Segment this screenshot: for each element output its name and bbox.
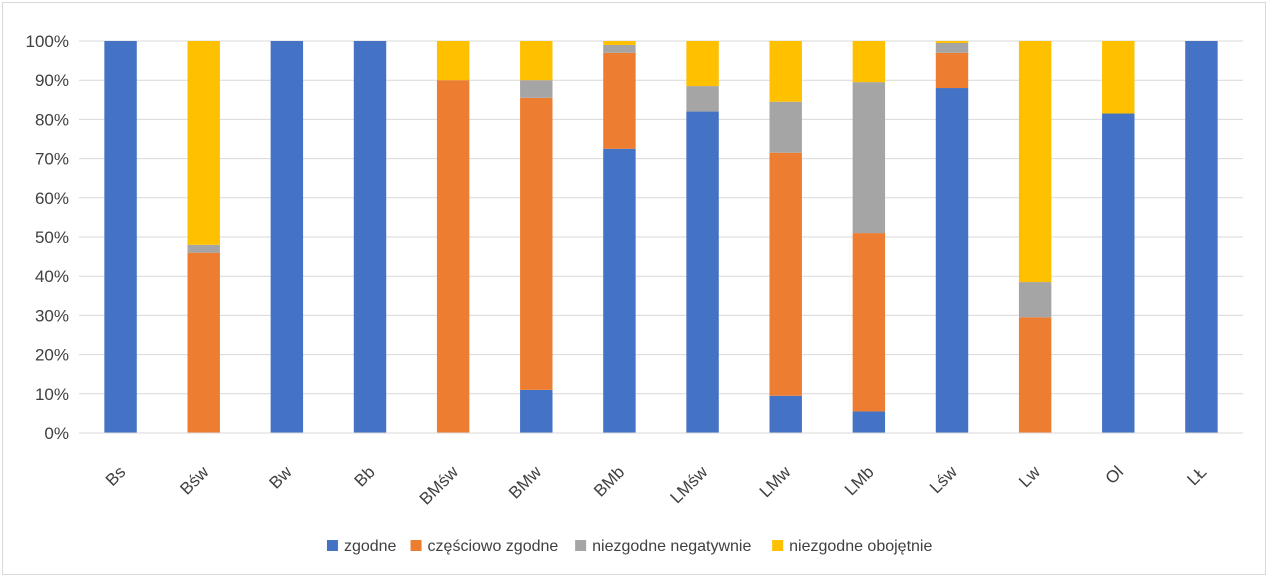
bar-segment-niezgodne-obojętnie-BMw: [520, 41, 553, 81]
stacked-bar-chart: 0% 10% 20% 30% 40% 50% 60% 70% 80% 90% 100% Bs Bśw Bw…: [26, 32, 1243, 555]
bar-segment-niezgodne-obojętnie-LMśw: [686, 41, 719, 87]
x-tick-label: BMśw: [416, 462, 463, 509]
bar-segment-częściowo-zgodne-BMśw: [436, 80, 470, 433]
bar-segment-niezgodne-obojętnie-LMb: [852, 41, 886, 83]
bar-segment-zgodne-Bw: [270, 41, 304, 433]
bar-segment-częściowo-zgodne-BMw: [520, 97, 553, 390]
legend-swatch: [410, 540, 422, 551]
bar-segment-niezgodne-obojętnie-Bśw: [187, 41, 220, 245]
x-tick-label: BMw: [505, 462, 546, 503]
y-tick-label: 60%: [35, 189, 69, 208]
bar-segment-niezgodne-negatywnie-BMw: [520, 80, 553, 98]
bar-segment-niezgodne-negatywnie-LMśw: [686, 86, 719, 112]
bar-segment-niezgodne-obojętnie-BMśw: [436, 41, 470, 81]
bar-segment-częściowo-zgodne-BMb: [603, 52, 636, 149]
y-tick-label: 50%: [35, 228, 69, 247]
legend-label: niezgodne obojętnie: [789, 538, 932, 555]
y-tick-label: 40%: [35, 267, 69, 286]
legend-label: częściowo zgodne: [428, 538, 559, 555]
bar-segment-niezgodne-obojętnie-BMb: [603, 41, 636, 45]
bar-segment-zgodne-LŁ: [1185, 41, 1218, 433]
x-tick-label: LMśw: [667, 462, 712, 507]
bar-segment-częściowo-zgodne-LMb: [852, 233, 886, 412]
legend-swatch: [575, 540, 587, 551]
x-tick-label: Bb: [351, 462, 379, 490]
bars: [104, 41, 1218, 434]
y-tick-label: 100%: [26, 32, 69, 51]
x-tick-label: LMb: [841, 462, 878, 499]
bar-segment-zgodne-Ol: [1102, 113, 1135, 434]
y-tick-label: 10%: [35, 385, 69, 404]
bar-segment-niezgodne-negatywnie-BMb: [603, 44, 636, 53]
bar-segment-zgodne-BMb: [603, 148, 636, 434]
y-tick-label: 80%: [35, 110, 69, 129]
x-tick-label: Bs: [102, 462, 129, 489]
x-tick-label: Ol: [1102, 462, 1127, 487]
bar-segment-niezgodne-negatywnie-Lw: [1018, 282, 1052, 318]
bar-segment-częściowo-zgodne-Bśw: [187, 252, 220, 433]
x-tick-label: Lw: [1015, 462, 1044, 491]
x-tick-label: BMb: [590, 462, 628, 500]
x-tick-label: LŁ: [1183, 462, 1210, 489]
y-tick-label: 20%: [35, 346, 69, 365]
bar-segment-zgodne-LMb: [852, 411, 886, 433]
x-tick-label: Bśw: [176, 462, 213, 499]
bar-segment-zgodne-LMśw: [686, 111, 719, 433]
bar-segment-zgodne-Lśw: [935, 88, 969, 433]
bar-segment-częściowo-zgodne-LMw: [769, 152, 802, 396]
y-tick-label: 0%: [44, 424, 69, 443]
legend-swatch: [772, 540, 784, 551]
y-tick-label: 70%: [35, 150, 69, 169]
legend-label: niezgodne negatywnie: [592, 538, 751, 555]
bar-segment-częściowo-zgodne-Lśw: [935, 52, 969, 89]
bar-segment-niezgodne-negatywnie-Bśw: [187, 244, 220, 253]
y-tick-label: 90%: [35, 71, 69, 90]
bar-segment-niezgodne-obojętnie-LMw: [769, 41, 802, 102]
gridlines: [79, 40, 1243, 434]
bar-segment-zgodne-LMw: [769, 395, 802, 433]
bar-segment-niezgodne-negatywnie-LMb: [852, 82, 886, 234]
bar-segment-niezgodne-obojętnie-Lśw: [935, 41, 969, 43]
bar-segment-niezgodne-negatywnie-Lśw: [935, 42, 969, 53]
bar-segment-zgodne-BMw: [520, 389, 553, 433]
x-tick-label: Lśw: [926, 462, 961, 497]
legend: zgodne częściowo zgodne niezgodne negatywn…: [326, 538, 932, 555]
bar-segment-zgodne-Bs: [104, 41, 137, 433]
legend-swatch: [326, 540, 338, 551]
bar-segment-częściowo-zgodne-Lw: [1018, 317, 1052, 433]
legend-label: zgodne: [344, 538, 397, 555]
bar-segment-niezgodne-negatywnie-LMw: [769, 101, 802, 153]
bar-segment-niezgodne-obojętnie-Lw: [1018, 41, 1052, 283]
x-tick-label: LMw: [756, 462, 795, 501]
bar-segment-zgodne-Bb: [353, 41, 387, 433]
bar-segment-niezgodne-obojętnie-Ol: [1102, 41, 1135, 114]
x-tick-label: Bw: [266, 462, 297, 493]
y-tick-label: 30%: [35, 306, 69, 325]
